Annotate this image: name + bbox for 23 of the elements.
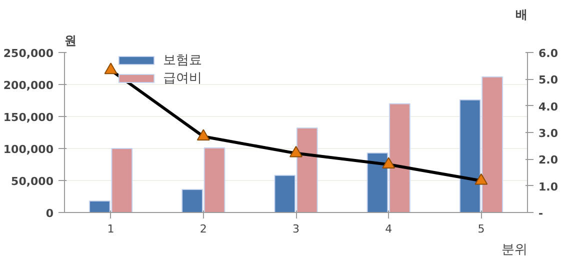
y-tick-label: 0 <box>46 207 54 220</box>
legend-label: 급여비 <box>163 70 202 87</box>
x-tick-label: 4 <box>385 222 392 236</box>
x-tick-label: 3 <box>292 222 300 236</box>
y-tick-label: 250,000 <box>3 47 54 60</box>
legend-label: 보험료 <box>163 52 202 69</box>
y-tick-label: 50,000 <box>11 175 54 188</box>
y-tick-label: 100,000 <box>3 143 54 156</box>
y2-tick-label: 5.0 <box>538 74 558 87</box>
y2-tick-label: 3.0 <box>538 127 558 140</box>
y2-tick-label: 2.0 <box>538 154 558 167</box>
x-tick-label: 2 <box>200 222 207 236</box>
y2-tick-label: 6.0 <box>538 47 558 60</box>
y-tick-label: 200,000 <box>3 79 54 92</box>
y2-tick-label: 1.0 <box>538 180 558 194</box>
y-axis-title: 원 <box>64 34 76 48</box>
x-tick-label: 1 <box>107 222 114 236</box>
y2-tick-label: - <box>538 207 544 220</box>
x-axis-title: 분위 <box>502 242 528 258</box>
y2-tick-label: 4.0 <box>538 100 558 114</box>
y-tick-label: 150,000 <box>3 111 54 124</box>
x-tick-label: 5 <box>478 222 485 236</box>
y2-axis-title: 배 <box>516 8 528 22</box>
